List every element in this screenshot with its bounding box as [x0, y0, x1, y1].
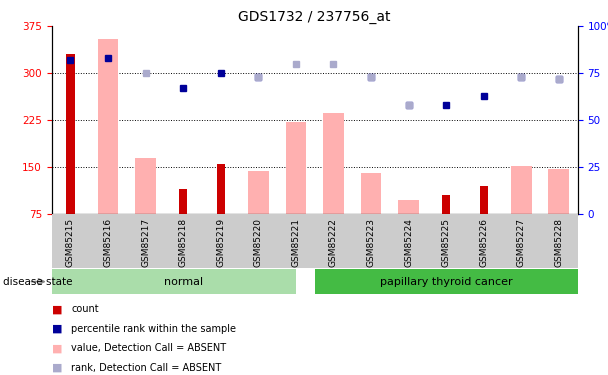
Text: GSM85222: GSM85222 — [329, 218, 338, 267]
Text: GSM85221: GSM85221 — [291, 218, 300, 267]
Text: GSM85227: GSM85227 — [517, 218, 526, 267]
Text: GSM85216: GSM85216 — [103, 218, 112, 267]
Bar — [315, 269, 578, 294]
Text: GSM85217: GSM85217 — [141, 218, 150, 267]
Bar — [548, 169, 569, 214]
Text: ■: ■ — [52, 363, 62, 373]
Text: GSM85225: GSM85225 — [441, 218, 451, 267]
Bar — [480, 186, 488, 214]
Text: GSM85220: GSM85220 — [254, 218, 263, 267]
Text: count: count — [71, 304, 98, 314]
Bar — [98, 39, 119, 214]
Bar — [179, 189, 187, 214]
Bar — [286, 122, 306, 214]
Text: ■: ■ — [52, 324, 62, 334]
Bar — [442, 195, 451, 214]
Text: value, Detection Call = ABSENT: value, Detection Call = ABSENT — [71, 344, 226, 353]
Text: papillary thyroid cancer: papillary thyroid cancer — [380, 277, 513, 286]
Text: rank, Detection Call = ABSENT: rank, Detection Call = ABSENT — [71, 363, 221, 373]
Bar — [135, 158, 156, 214]
Bar — [361, 173, 381, 214]
Bar — [248, 171, 269, 214]
Text: ■: ■ — [52, 304, 62, 314]
Text: GSM85219: GSM85219 — [216, 218, 225, 267]
Title: GDS1732 / 237756_at: GDS1732 / 237756_at — [238, 10, 391, 24]
Bar — [323, 112, 344, 214]
Text: GSM85215: GSM85215 — [66, 218, 75, 267]
Bar — [66, 54, 75, 214]
Bar — [398, 200, 419, 214]
Bar — [52, 269, 296, 294]
Text: GSM85218: GSM85218 — [179, 218, 188, 267]
Text: GSM85223: GSM85223 — [367, 218, 376, 267]
Text: GSM85224: GSM85224 — [404, 218, 413, 267]
Text: GSM85226: GSM85226 — [479, 218, 488, 267]
Text: percentile rank within the sample: percentile rank within the sample — [71, 324, 236, 334]
Text: ■: ■ — [52, 344, 62, 353]
Text: GSM85228: GSM85228 — [554, 218, 564, 267]
Text: normal: normal — [164, 277, 202, 286]
Text: disease state: disease state — [3, 277, 72, 286]
Bar — [511, 166, 531, 214]
Bar — [216, 164, 225, 214]
